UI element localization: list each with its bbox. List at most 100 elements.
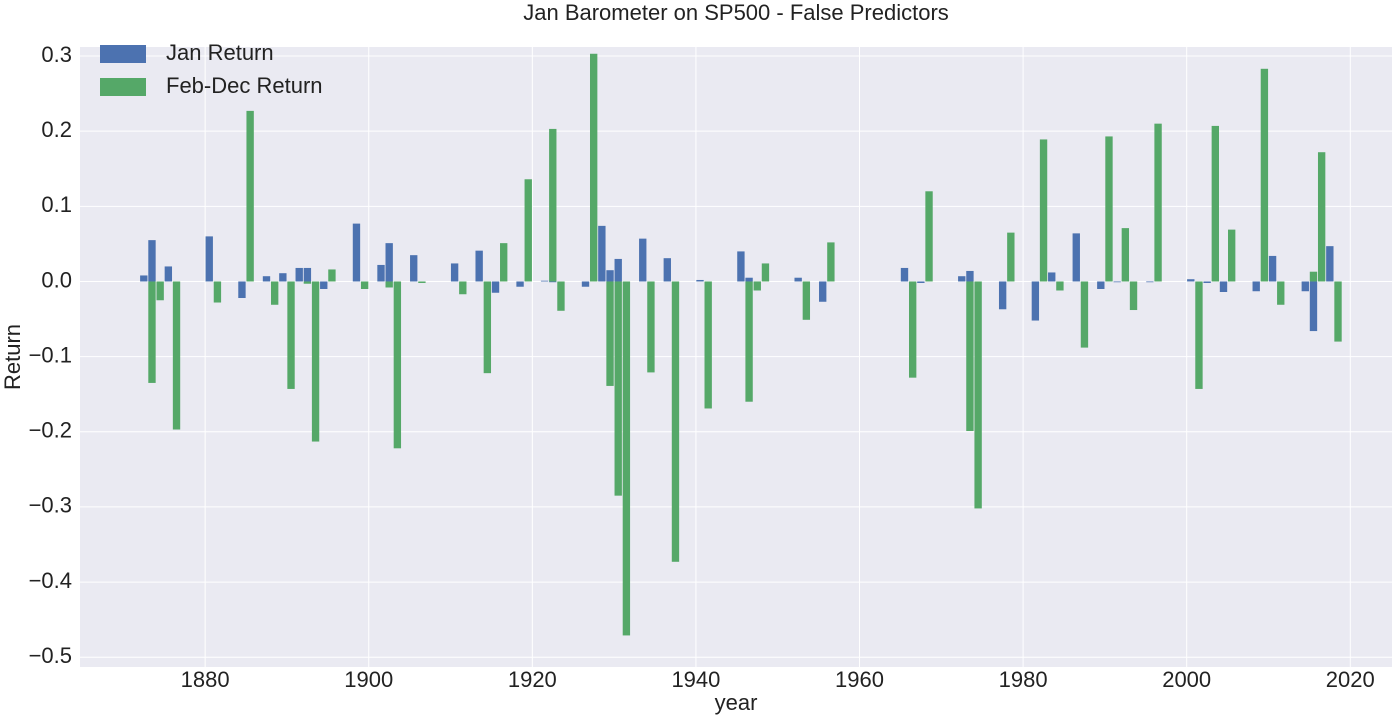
bar: [352, 223, 361, 282]
bar: [966, 281, 974, 432]
bar: [1039, 139, 1048, 282]
bar: [140, 275, 148, 282]
bar: [671, 281, 680, 562]
bar: [908, 281, 917, 378]
bar: [1309, 271, 1318, 282]
bar: [418, 281, 426, 283]
bar: [1113, 281, 1121, 283]
bar: [148, 240, 156, 282]
bar: [459, 281, 467, 295]
x-tick-label: 1960: [835, 667, 884, 692]
bar: [966, 270, 974, 282]
x-tick-label: 1880: [181, 667, 230, 692]
bar: [1056, 281, 1064, 291]
bar: [205, 236, 213, 282]
x-tick-label: 2020: [1326, 667, 1375, 692]
bar: [1097, 281, 1105, 289]
legend-label: Feb-Dec Return: [166, 73, 323, 98]
bar: [639, 238, 647, 282]
bar: [410, 255, 418, 282]
bar: [246, 110, 254, 282]
bar: [1277, 281, 1285, 305]
bar: [998, 281, 1007, 310]
bar: [827, 242, 835, 282]
bar: [270, 281, 279, 305]
bar: [598, 225, 606, 282]
bar: [311, 281, 320, 442]
bar: [1203, 281, 1211, 283]
bar: [360, 281, 369, 289]
bar: [794, 277, 802, 282]
bar: [1195, 281, 1203, 389]
bar: [238, 281, 246, 299]
bar: [393, 281, 402, 449]
y-tick-label: −0.2: [29, 418, 72, 443]
legend-swatch: [100, 45, 146, 63]
bar: [148, 281, 156, 383]
bar: [328, 269, 336, 282]
x-tick-label: 2000: [1162, 667, 1211, 692]
bar: [917, 281, 925, 283]
bar: [1129, 281, 1138, 311]
x-tick-label: 1900: [344, 667, 393, 692]
bar: [606, 270, 614, 282]
bar: [802, 281, 811, 320]
bar: [500, 243, 508, 282]
bar: [745, 277, 753, 282]
bar: [1211, 125, 1220, 282]
bar: [1326, 246, 1334, 282]
bar: [1301, 281, 1309, 292]
bar: [1334, 281, 1342, 342]
bar: [164, 266, 173, 282]
bar: [262, 276, 271, 282]
bar: [974, 281, 982, 509]
bar: [1080, 281, 1089, 348]
bar: [320, 281, 328, 289]
bar: [622, 281, 631, 636]
bar: [589, 53, 598, 282]
bar: [172, 281, 181, 430]
x-tick-label: 1940: [671, 667, 720, 692]
bar: [483, 281, 492, 374]
y-tick-label: −0.4: [29, 568, 72, 593]
bar: [745, 281, 753, 402]
bar: [663, 258, 671, 282]
bar: [303, 267, 312, 282]
y-tick-label: −0.1: [29, 342, 72, 367]
bar: [279, 273, 287, 282]
bar: [614, 258, 622, 282]
legend-swatch: [100, 78, 146, 96]
bar: [1031, 281, 1040, 321]
bar: [549, 128, 557, 282]
bar: [1146, 281, 1154, 283]
bar: [540, 280, 549, 282]
bar: [303, 281, 312, 284]
bar: [1105, 136, 1113, 282]
bar: [385, 281, 393, 288]
y-tick-label: 0.1: [41, 192, 72, 217]
bar: [606, 281, 614, 386]
bar: [377, 264, 385, 282]
bar: [516, 281, 524, 287]
y-axis-label: Return: [0, 324, 25, 390]
bar: [450, 263, 459, 282]
y-tick-label: −0.5: [29, 643, 72, 668]
bar: [1072, 233, 1080, 282]
bar: [761, 263, 770, 282]
bar: [614, 281, 622, 496]
bar: [737, 251, 745, 282]
bar: [557, 281, 565, 311]
x-axis-label: year: [715, 690, 758, 715]
bar: [1219, 281, 1228, 292]
bar: [1317, 152, 1326, 282]
bar: [1048, 272, 1056, 282]
bar: [491, 281, 500, 293]
chart-title: Jan Barometer on SP500 - False Predictor…: [523, 0, 949, 25]
bar: [1187, 279, 1195, 282]
bar: [958, 276, 966, 282]
bar: [925, 191, 933, 282]
bar: [213, 281, 222, 303]
x-tick-label: 1920: [508, 667, 557, 692]
